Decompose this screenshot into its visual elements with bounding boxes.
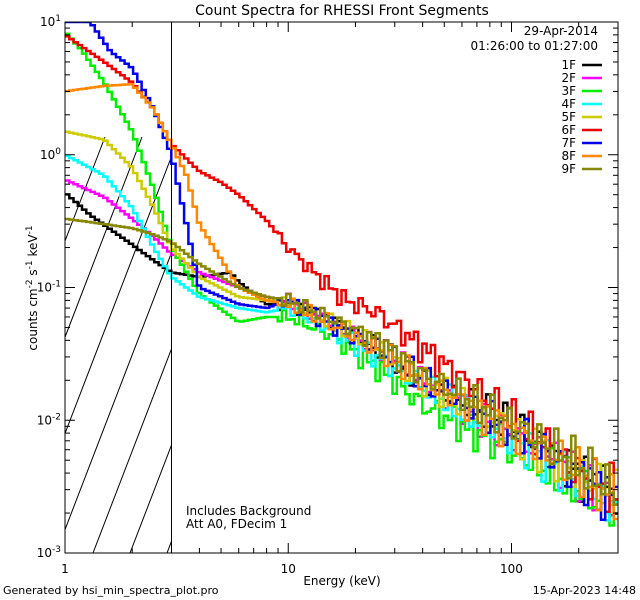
hatch-line (315, 137, 475, 553)
legend-label-7F: 7F (561, 136, 576, 150)
annotation-attenuator: Att A0, FDecim 1 (186, 517, 287, 531)
y-tick-labels: 10-3 10-2 10-1 100 101 (37, 14, 62, 560)
legend-label-6F: 6F (561, 123, 576, 137)
y-label-b: -2 (25, 279, 35, 288)
series-9F-line (65, 217, 618, 506)
hatch-line (129, 443, 172, 553)
y-tick-label: 101 (40, 14, 61, 29)
footer-date: 15-Apr-2023 14:48 (533, 584, 636, 597)
hatch-line (65, 155, 172, 435)
y-label-a: counts cm (26, 288, 40, 350)
x-tick-label: 10 (281, 562, 296, 576)
legend-label-1F: 1F (561, 58, 576, 72)
hatch-line (204, 137, 364, 553)
y-label-d: -1 (25, 260, 35, 269)
hatch-line (389, 137, 549, 553)
threshold-hatch-region (65, 136, 640, 553)
annotation-background: Includes Background (186, 504, 311, 518)
series-6F-line (65, 35, 618, 514)
x-tick-labels: 1 10 100 (61, 562, 523, 576)
hatch-line (611, 137, 640, 553)
series-3F-line (65, 32, 618, 527)
legend-label-9F: 9F (561, 162, 576, 176)
x-tick-label: 1 (61, 562, 69, 576)
y-label-f: -1 (25, 225, 35, 234)
axis-ticks (64, 21, 619, 554)
hatch-line (166, 539, 172, 553)
chart-title: Count Spectra for RHESSI Front Segments (195, 3, 489, 19)
legend-label-3F: 3F (561, 84, 576, 98)
hatch-line (463, 137, 623, 553)
y-tick-label: 10-2 (37, 412, 61, 427)
time-range-label: 01:26:00 to 01:27:00 (471, 39, 598, 53)
legend-label-5F: 5F (561, 110, 576, 124)
series-layer (65, 22, 618, 527)
legend-label-8F: 8F (561, 149, 576, 163)
hatch-line (241, 137, 401, 553)
y-tick-label: 10-1 (37, 280, 61, 295)
hatch-line (65, 136, 106, 243)
y-label-e: keV (26, 234, 40, 261)
y-tick-label: 100 (40, 147, 61, 162)
y-label-c: s (26, 269, 40, 279)
hatch-line (92, 347, 172, 553)
footer-generated-by: Generated by hsi_min_spectra_plot.pro (3, 584, 219, 597)
series-4F-line (65, 154, 618, 522)
hatch-line (65, 251, 172, 531)
y-tick-label: 10-3 (37, 545, 61, 560)
date-label: 29-Apr-2014 (524, 24, 598, 38)
x-tick-label: 100 (500, 562, 523, 576)
y-axis-label: counts cm-2 s-1 keV-1 (25, 225, 40, 350)
series-8F-line (65, 83, 618, 521)
legend-label-2F: 2F (561, 71, 576, 85)
x-axis-label: Energy (keV) (303, 574, 380, 588)
legend-label-4F: 4F (561, 97, 576, 111)
